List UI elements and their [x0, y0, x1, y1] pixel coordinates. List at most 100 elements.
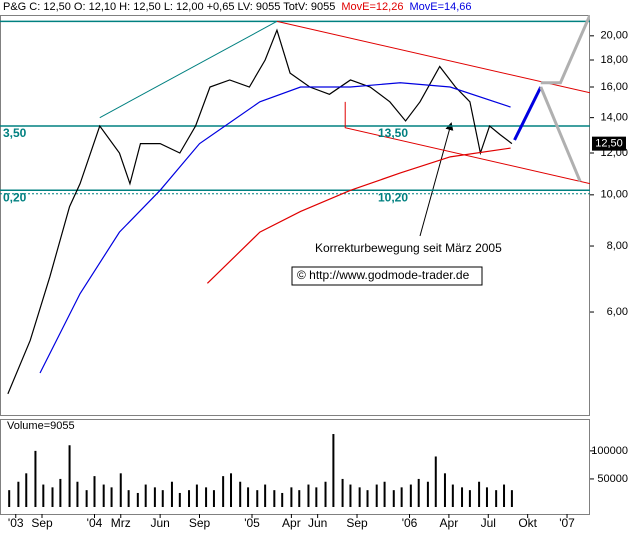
- volume-bar: [230, 473, 233, 507]
- volume-bar: [256, 490, 259, 507]
- volume-bar: [461, 487, 464, 507]
- volume-bar: [119, 473, 122, 507]
- y-tick-label: 20,00: [600, 30, 628, 42]
- x-tick-label: '06: [402, 516, 418, 530]
- volume-bar: [17, 481, 20, 507]
- volume-bar: [290, 487, 293, 507]
- volume-panel: [0, 419, 590, 515]
- volume-bar: [222, 476, 225, 507]
- y-tick-label: 8,00: [607, 240, 628, 252]
- y-tick-label: 50000: [597, 473, 628, 485]
- volume-bar: [102, 484, 105, 507]
- volume-bar: [434, 456, 437, 507]
- volume-bar: [417, 478, 420, 507]
- volume-bar: [85, 490, 88, 507]
- volume-bar: [366, 490, 369, 507]
- volume-bar: [443, 473, 446, 507]
- y-tick-label: 6,00: [607, 306, 628, 318]
- volume-bar: [93, 476, 96, 507]
- plot: [0, 15, 590, 395]
- x-tick-label: Sep: [346, 516, 368, 530]
- volume-bar: [25, 473, 28, 507]
- trendline: [344, 101, 590, 185]
- x-tick-label: Sep: [31, 516, 53, 530]
- volume-bar: [76, 481, 79, 507]
- volume-bar: [170, 481, 173, 507]
- volume-bar: [375, 484, 378, 507]
- volume-bar: [341, 478, 344, 507]
- y-tick-label: 16,00: [600, 81, 628, 93]
- x-tick-label: '07: [559, 516, 575, 530]
- y-tick-label: 14,00: [600, 112, 628, 124]
- volume-bar: [205, 487, 208, 507]
- trendline: [276, 20, 590, 94]
- volume-label: Volume=9055: [7, 420, 75, 432]
- volume-bar: [188, 490, 191, 507]
- x-tick-label: Sep: [189, 516, 211, 530]
- annotation: Korrekturbewegung seit März 2005: [315, 241, 502, 255]
- volume-bar: [273, 490, 276, 507]
- x-tick-label: Jun: [308, 516, 327, 530]
- volume-bar: [110, 487, 113, 507]
- volume-bar: [34, 450, 37, 507]
- line-series: [39, 82, 511, 374]
- trendline: [99, 20, 278, 119]
- volume-bar: [485, 487, 488, 507]
- volume-bar: [136, 492, 139, 507]
- volume-bar: [510, 490, 513, 507]
- x-tick-label: Okt: [518, 516, 537, 530]
- level-label: 10,20: [378, 190, 408, 204]
- legend-entry: MovE=12,26: [341, 1, 403, 13]
- volume-bar: [349, 484, 352, 507]
- volume-bar: [468, 490, 471, 507]
- line-series: [206, 147, 511, 284]
- x-tick-label: Jun: [150, 516, 169, 530]
- y-tick-label: 18,00: [600, 54, 628, 66]
- volume-bar: [315, 487, 318, 507]
- volume-bar: [426, 481, 429, 507]
- volume-bar: [451, 484, 454, 507]
- trendline: [513, 86, 543, 141]
- last-price-box: [592, 136, 626, 151]
- trendline: [539, 86, 582, 183]
- volume-bar: [503, 484, 506, 507]
- volume-bar: [324, 481, 327, 507]
- y-tick-label: 100000: [591, 445, 628, 457]
- volume-bar: [247, 487, 250, 507]
- y-tick-label: 10,00: [600, 189, 628, 201]
- volume-bar: [400, 487, 403, 507]
- volume-bar: [358, 487, 361, 507]
- trendline: [540, 15, 590, 85]
- volume-bar: [68, 445, 71, 507]
- volume-bar: [332, 434, 335, 507]
- volume-bar: [239, 481, 242, 507]
- volume-bar: [392, 490, 395, 507]
- x-tick-label: '03: [8, 516, 24, 530]
- volume-bar: [298, 490, 301, 507]
- volume-bar: [51, 487, 54, 507]
- volume-bar: [8, 490, 11, 507]
- volume-bar: [161, 490, 164, 507]
- volume-bar: [478, 481, 481, 507]
- volume-bar: [144, 484, 147, 507]
- x-tick-label: '04: [87, 516, 103, 530]
- level-label: 3,50: [3, 126, 27, 140]
- volume-bar: [127, 490, 130, 507]
- x-tick-label: Jul: [481, 516, 496, 530]
- x-tick-label: Apr: [282, 516, 301, 530]
- level-label: 0,20: [3, 190, 27, 204]
- header-title: P&G C: 12,50 O: 12,10 H: 12,50 L: 12,00 …: [3, 1, 335, 13]
- volume-bar: [281, 492, 284, 507]
- annotation: © http://www.godmode-trader.de: [297, 268, 470, 282]
- volume-bar: [409, 484, 412, 507]
- volume-bar: [59, 478, 62, 507]
- level-label: 13,50: [378, 126, 408, 140]
- last-price-label: 12,50: [595, 138, 623, 150]
- volume-bar: [42, 484, 45, 507]
- annotation-box: [291, 266, 483, 286]
- x-tick-label: Apr: [440, 516, 459, 530]
- volume-bar: [153, 487, 156, 507]
- volume-bar: [212, 490, 215, 507]
- volume-bar: [178, 492, 181, 507]
